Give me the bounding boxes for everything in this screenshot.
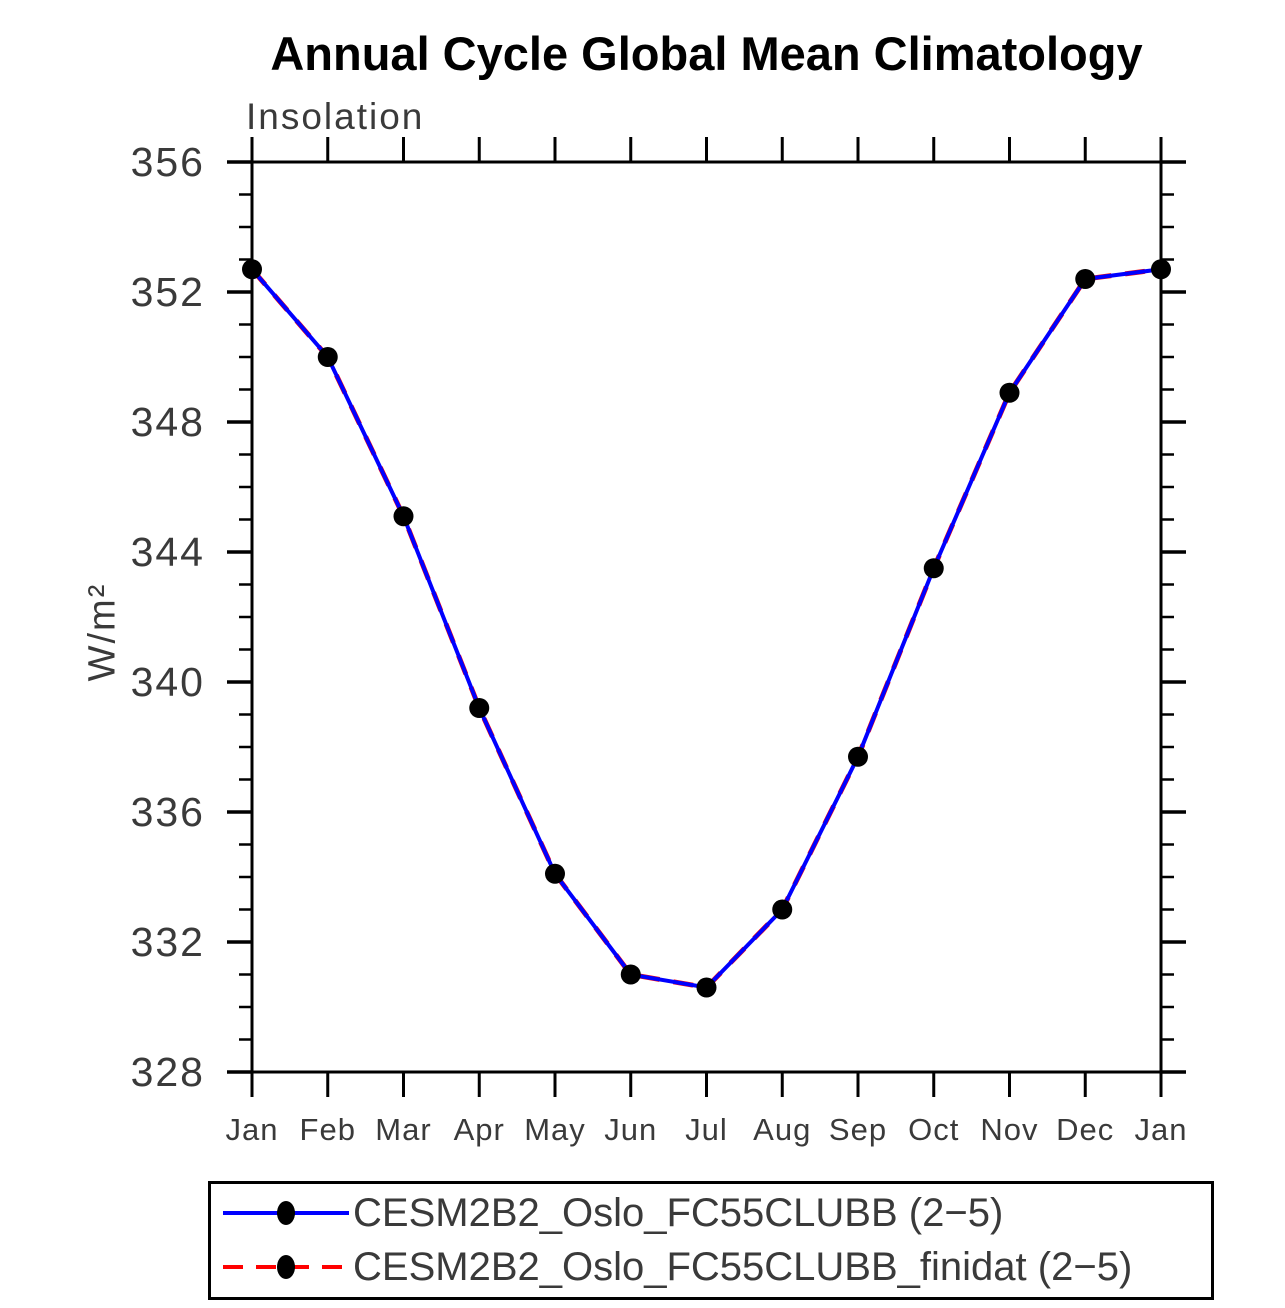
legend-label: CESM2B2_Oslo_FC55CLUBB_finidat (2−5) bbox=[353, 1245, 1133, 1289]
series-line-finidat bbox=[250, 266, 1162, 991]
data-point-marker bbox=[393, 506, 414, 527]
data-point-marker bbox=[620, 964, 641, 985]
y-tick-label: 332 bbox=[131, 919, 205, 965]
y-tick-label: 348 bbox=[131, 399, 205, 445]
data-point-marker bbox=[848, 746, 868, 767]
plot-frame bbox=[250, 160, 1163, 1074]
x-tick-label: Sep bbox=[829, 1112, 887, 1147]
y-tick-label: 336 bbox=[131, 789, 205, 835]
series-line-main bbox=[250, 267, 1162, 990]
data-point-marker bbox=[999, 382, 1020, 403]
data-point-marker bbox=[772, 899, 793, 920]
x-tick-label: Aug bbox=[753, 1112, 811, 1147]
data-point-marker bbox=[923, 558, 944, 579]
x-tick-label: Jan bbox=[1135, 1112, 1188, 1147]
data-point-marker bbox=[469, 698, 490, 718]
chart-subtitle: Insolation bbox=[246, 96, 425, 137]
y-tick-label: 356 bbox=[131, 139, 205, 185]
x-tick-label: Jul bbox=[685, 1112, 728, 1147]
y-tick-label: 328 bbox=[131, 1049, 205, 1095]
legend-marker-icon bbox=[277, 1201, 295, 1225]
legend-line-sample-dashed bbox=[223, 1255, 349, 1279]
y-tick-label: 340 bbox=[131, 659, 205, 705]
x-tick-label: Nov bbox=[980, 1112, 1038, 1147]
legend: CESM2B2_Oslo_FC55CLUBB (2−5) CESM2B2_Osl… bbox=[208, 1181, 1214, 1300]
x-tick-label: Feb bbox=[300, 1112, 356, 1147]
data-point-marker bbox=[242, 259, 262, 280]
x-tick-label: May bbox=[524, 1112, 586, 1147]
data-point-marker bbox=[1151, 259, 1171, 280]
x-tick-label: Jun bbox=[604, 1112, 657, 1147]
legend-marker-icon bbox=[277, 1255, 295, 1279]
legend-label: CESM2B2_Oslo_FC55CLUBB (2−5) bbox=[353, 1191, 1004, 1235]
chart-title: Annual Cycle Global Mean Climatology bbox=[270, 27, 1143, 80]
x-tick-label: Jan bbox=[226, 1112, 279, 1147]
y-tick-label: 352 bbox=[131, 269, 205, 315]
x-tick-label: Mar bbox=[375, 1112, 431, 1147]
x-tick-label: Dec bbox=[1056, 1112, 1114, 1147]
data-point-marker bbox=[545, 863, 565, 884]
x-tick-label: Apr bbox=[454, 1112, 505, 1147]
data-point-marker bbox=[317, 347, 338, 367]
data-point-marker bbox=[1075, 269, 1096, 289]
x-tick-label: Oct bbox=[908, 1112, 959, 1147]
legend-line-sample-solid bbox=[223, 1201, 349, 1225]
data-point-marker bbox=[696, 977, 717, 998]
y-tick-label: 344 bbox=[131, 529, 205, 575]
legend-item-solid: CESM2B2_Oslo_FC55CLUBB (2−5) bbox=[217, 1188, 1003, 1238]
legend-item-dashed: CESM2B2_Oslo_FC55CLUBB_finidat (2−5) bbox=[217, 1242, 1132, 1292]
